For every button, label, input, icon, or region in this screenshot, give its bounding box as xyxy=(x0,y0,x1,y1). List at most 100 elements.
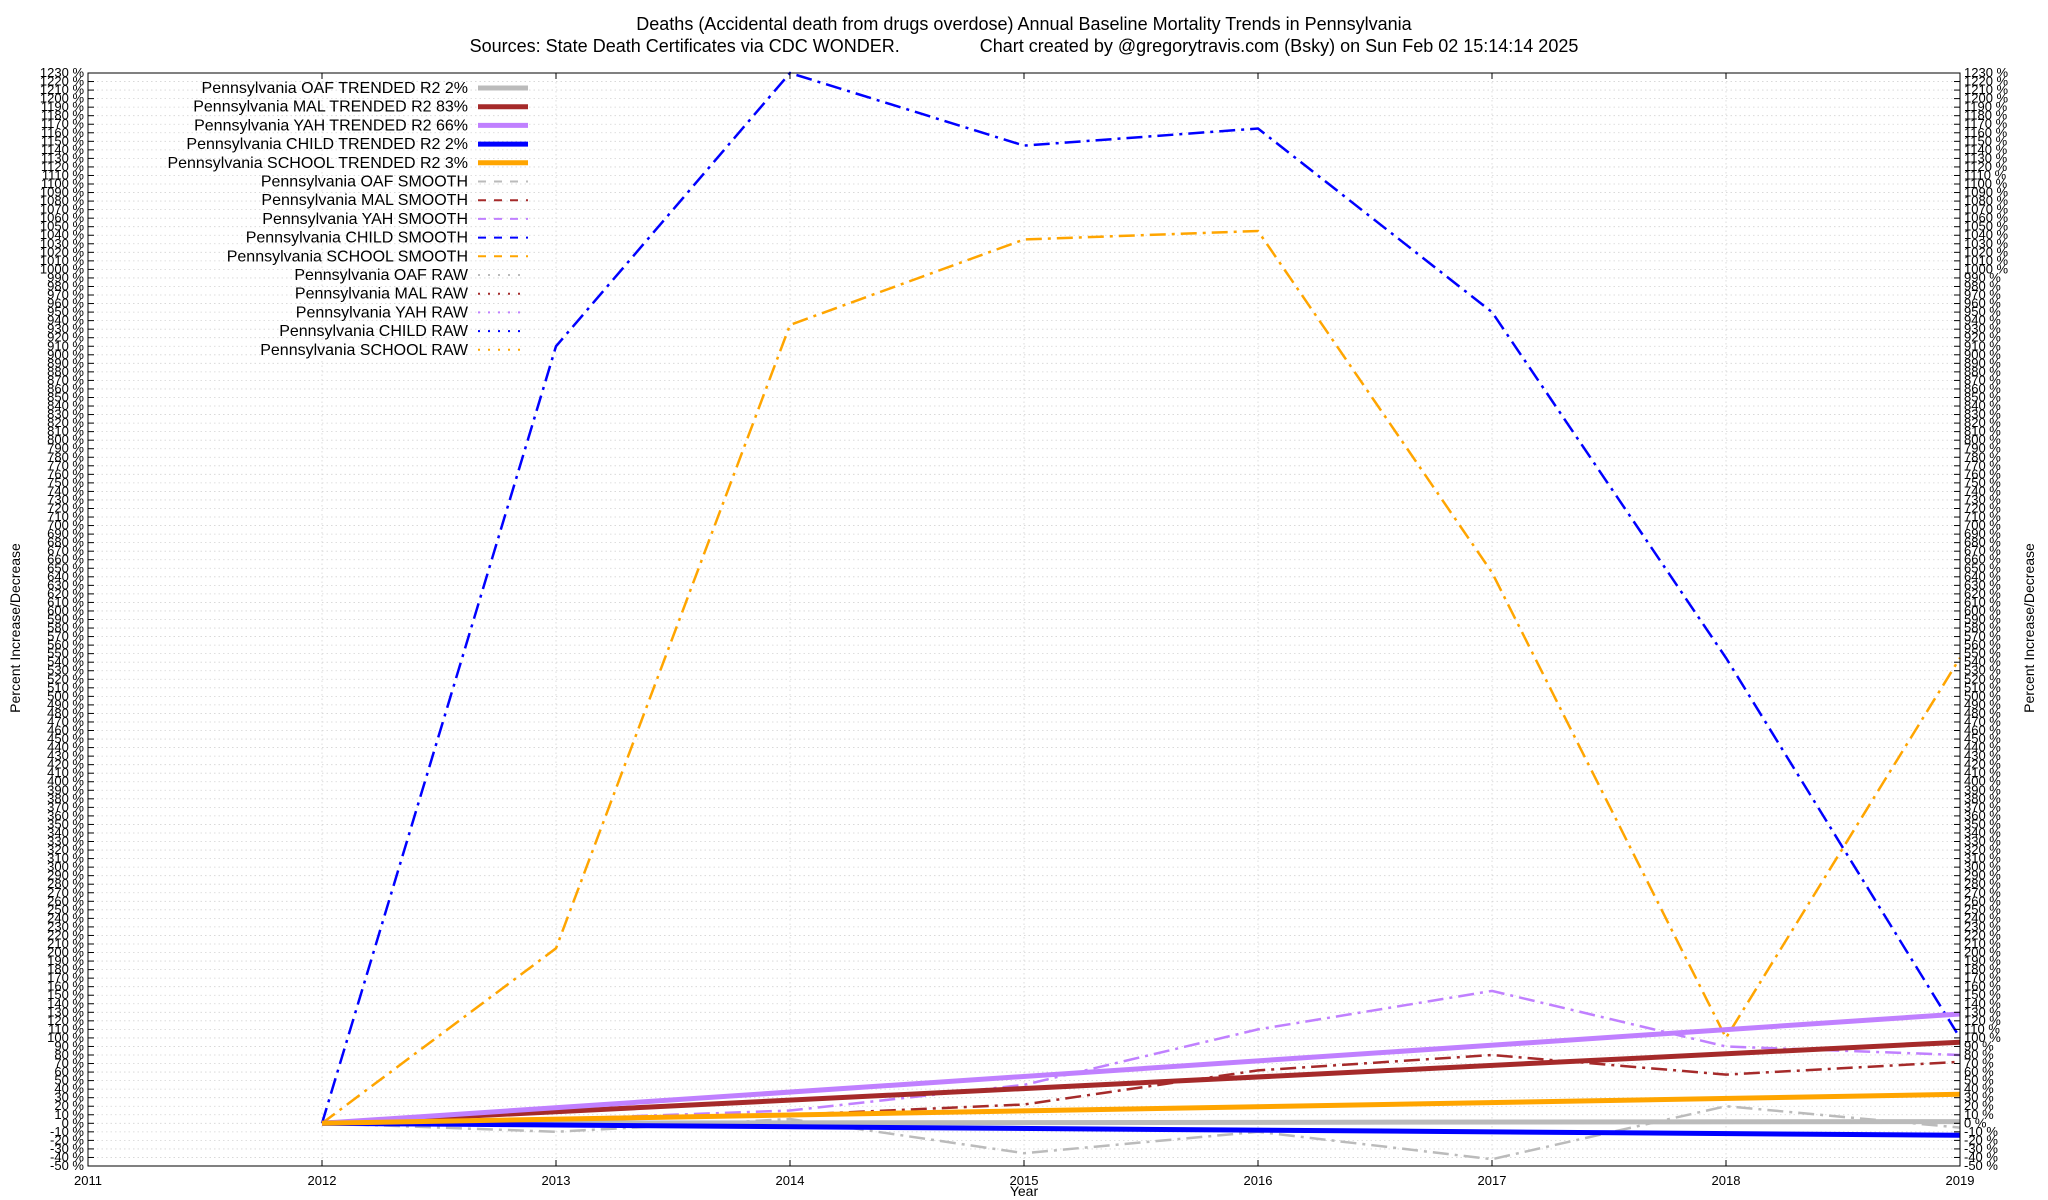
y2-tick-label: 380 % xyxy=(1964,791,2001,806)
y-tick-label: 290 % xyxy=(47,868,84,883)
y-tick-label: 470 % xyxy=(47,714,84,729)
y2-tick-label: 910 % xyxy=(1964,338,2001,353)
y-tick-label: 1030 % xyxy=(40,236,85,251)
y2-tick-label: 1190 % xyxy=(1964,99,2008,114)
y2-tick-label: 760 % xyxy=(1964,466,2001,481)
y-tick-label: 1000 % xyxy=(40,261,85,276)
y-tick-label: 330 % xyxy=(47,834,84,849)
y2-tick-label: 800 % xyxy=(1964,432,2001,447)
y-tick-label: 250 % xyxy=(47,902,84,917)
y2-tick-label: 880 % xyxy=(1964,364,2001,379)
series-line-8 xyxy=(320,71,1962,1124)
y2-tick-label: 170 % xyxy=(1964,970,2001,985)
y-tick-label: 160 % xyxy=(47,979,84,994)
y-tick-label: 1040 % xyxy=(40,227,85,242)
y-tick-label: 660 % xyxy=(47,552,84,567)
y-tick-label: 390 % xyxy=(47,782,84,797)
y2-tick-label: 1060 % xyxy=(1964,210,2009,225)
y2-tick-label: 110 % xyxy=(1964,1021,2000,1036)
y-tick-label: 690 % xyxy=(47,526,84,541)
y2-tick-label: 550 % xyxy=(1964,646,2001,661)
y-axis-ticks: -50 %-40 %-30 %-20 %-10 %0 %10 %20 %30 %… xyxy=(40,65,94,1173)
y2-tick-label: 420 % xyxy=(1964,757,2001,772)
x-tick-label: 2015 xyxy=(1010,1173,1039,1188)
legend-label-0: Pennsylvania OAF TRENDED R2 2% xyxy=(202,80,468,97)
x-tick-label: 2018 xyxy=(1712,1173,1741,1188)
y2-tick-label: 790 % xyxy=(1964,441,2001,456)
y2-tick-label: 520 % xyxy=(1964,671,2001,686)
y2-tick-label: 620 % xyxy=(1964,586,2001,601)
y2-tick-label: 900 % xyxy=(1964,347,2001,362)
y2-tick-label: 740 % xyxy=(1964,483,2001,498)
y-tick-label: 360 % xyxy=(47,808,84,823)
y-tick-label: 540 % xyxy=(47,654,84,669)
y-axis-label: Percent Increase/Decrease xyxy=(7,543,23,713)
y-tick-label: 1130 % xyxy=(41,150,85,165)
y2-tick-label: 1180 % xyxy=(1964,108,2008,123)
y2-tick-label: 1220 % xyxy=(1964,74,2009,89)
series-line-1 xyxy=(321,1039,1961,1126)
y-tick-label: 490 % xyxy=(47,697,84,712)
y-tick-label: 910 % xyxy=(47,338,84,353)
y-tick-label: 950 % xyxy=(47,304,84,319)
legend-label-6: Pennsylvania MAL SMOOTH xyxy=(261,192,468,209)
y-tick-label: 1050 % xyxy=(40,219,85,234)
y2-tick-label: 230 % xyxy=(1964,919,2001,934)
y-tick-label: 920 % xyxy=(47,330,84,345)
y-tick-label: 900 % xyxy=(47,347,84,362)
y-tick-label: 590 % xyxy=(47,612,84,627)
y2-tick-label: 820 % xyxy=(1964,415,2001,430)
y2-tick-label: 1100 % xyxy=(1964,176,2008,191)
y2-tick-label: 770 % xyxy=(1964,458,2001,473)
y2-tick-label: 150 % xyxy=(1964,987,2001,1002)
y2-tick-label: 670 % xyxy=(1964,543,2001,558)
y-tick-label: 820 % xyxy=(47,415,84,430)
legend: Pennsylvania OAF TRENDED R2 2% Pennsylvan… xyxy=(167,80,528,359)
y-tick-label: 60 % xyxy=(54,1064,84,1079)
y-tick-label: 1180 % xyxy=(41,108,85,123)
y-tick-label: 990 % xyxy=(47,270,84,285)
legend-label-2: Pennsylvania YAH TRENDED R2 66% xyxy=(194,117,468,134)
y2-tick-label: 780 % xyxy=(1964,449,2001,464)
y-tick-label: 90 % xyxy=(54,1038,84,1053)
y-tick-label: 870 % xyxy=(47,372,84,387)
y2-tick-label: 1020 % xyxy=(1964,244,2009,259)
y2-tick-label: 680 % xyxy=(1964,535,2001,550)
y2-tick-label: 1000 % xyxy=(1964,261,2009,276)
y-tick-label: 1110 % xyxy=(42,167,85,182)
y2-tick-label: 1070 % xyxy=(1964,202,2009,217)
y-tick-label: 860 % xyxy=(47,381,84,396)
chart-title: Deaths (Accidental death from drugs over… xyxy=(636,14,1412,34)
y-tick-label: 790 % xyxy=(47,441,84,456)
y-tick-label: 1010 % xyxy=(40,253,85,268)
y2-tick-label: 320 % xyxy=(1964,842,2001,857)
y2-tick-label: 50 % xyxy=(1964,1073,1994,1088)
y-tick-label: 830 % xyxy=(47,407,84,422)
y-tick-label: 80 % xyxy=(54,1047,84,1062)
y2-tick-label: 960 % xyxy=(1964,296,2001,311)
y2-tick-label: 60 % xyxy=(1964,1064,1994,1079)
y-tick-label: 1230 % xyxy=(40,65,85,80)
y-tick-label: 1120 % xyxy=(41,159,85,174)
y2-tick-label: 950 % xyxy=(1964,304,2001,319)
y-tick-label: 180 % xyxy=(47,962,84,977)
y2-tick-label: 490 % xyxy=(1964,697,2001,712)
y2-tick-label: 610 % xyxy=(1964,594,2001,609)
x-tick-label: 2011 xyxy=(74,1173,102,1188)
y-tick-label: 570 % xyxy=(47,629,84,644)
y-tick-label: 150 % xyxy=(47,987,84,1002)
y2-tick-label: 20 % xyxy=(1964,1098,1994,1113)
x-tick-label: 2013 xyxy=(542,1173,571,1188)
grid xyxy=(87,72,1961,1167)
y2-tick-label: 890 % xyxy=(1964,355,2001,370)
y2-tick-label: 930 % xyxy=(1964,321,2001,336)
y-tick-label: -50 % xyxy=(50,1158,84,1173)
y-tick-label: 40 % xyxy=(54,1081,84,1096)
y2-tick-label: 190 % xyxy=(1964,953,2001,968)
legend-label-1: Pennsylvania MAL TRENDED R2 83% xyxy=(193,99,468,116)
y2-tick-label: 270 % xyxy=(1964,885,2001,900)
y2-tick-label: 700 % xyxy=(1964,518,2001,533)
y-tick-label: 500 % xyxy=(47,688,84,703)
y-tick-label: 220 % xyxy=(47,927,84,942)
legend-label-3: Pennsylvania CHILD TRENDED R2 2% xyxy=(186,136,468,153)
